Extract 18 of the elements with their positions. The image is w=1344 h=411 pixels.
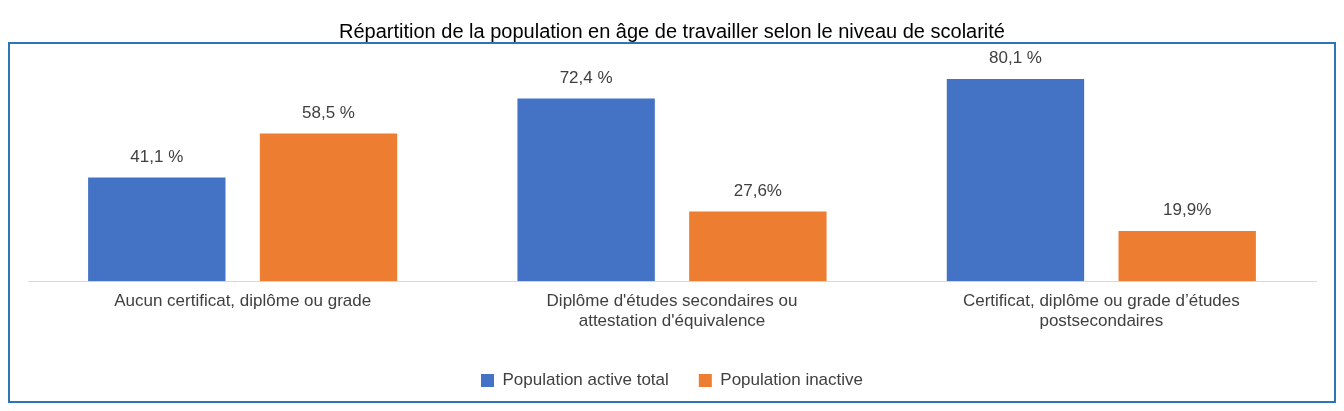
data-label: 80,1 % bbox=[989, 48, 1042, 68]
data-label: 27,6% bbox=[733, 180, 782, 200]
data-label: 19,9% bbox=[1163, 200, 1212, 220]
legend-label: Population inactive bbox=[720, 370, 864, 390]
x-tick-label: Certificat, diplôme ou grade d’études postsecondaires bbox=[962, 291, 1240, 331]
bar bbox=[946, 78, 1085, 282]
bar bbox=[517, 98, 655, 282]
bar bbox=[88, 177, 226, 282]
data-label: 72,4 % bbox=[559, 67, 613, 87]
bar bbox=[689, 211, 827, 282]
data-label: 41,1 % bbox=[130, 146, 184, 166]
x-tick-label: Diplôme d'études secondaires ou attestation d'équivalence bbox=[546, 291, 798, 331]
legend-label: Population active total bbox=[502, 370, 669, 390]
x-tick-label: Aucun certificat, diplôme ou grade bbox=[114, 291, 372, 311]
chart-title: Répartition de la population en âge de travailler selon le niveau de scolarité bbox=[339, 19, 1005, 42]
bar bbox=[259, 133, 398, 282]
data-label: 58,5 % bbox=[302, 102, 355, 122]
bar bbox=[1118, 230, 1256, 282]
